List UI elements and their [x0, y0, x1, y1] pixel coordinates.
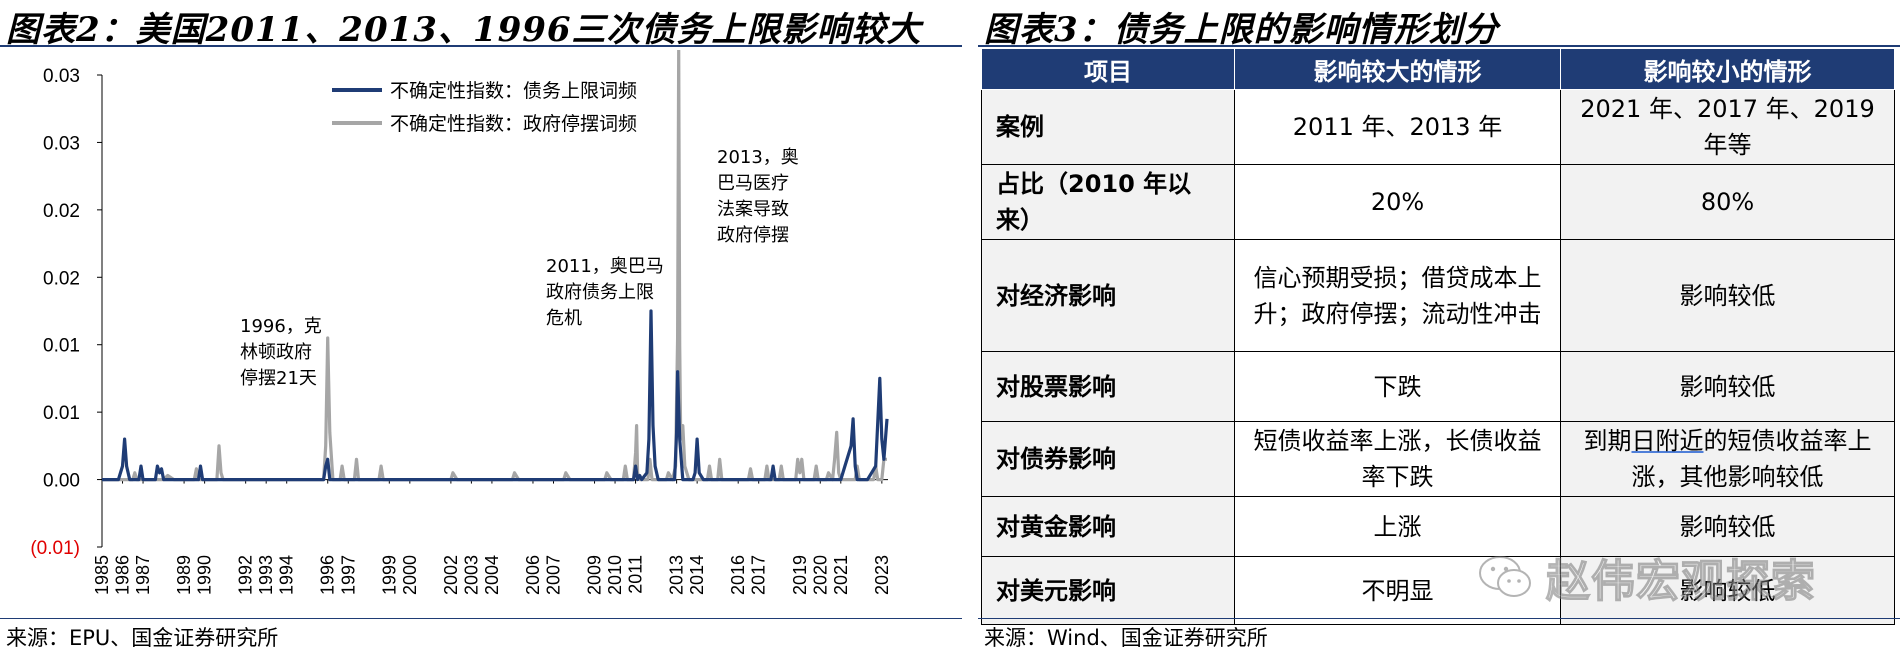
x-tick-label: 2006: [523, 555, 543, 595]
y-tick-label: 0.03: [43, 133, 80, 154]
x-tick-label: 2020: [810, 555, 830, 595]
x-tick-label: 1986: [113, 555, 133, 595]
cell-small: 2021 年、2017 年、2019 年等: [1560, 89, 1895, 165]
x-tick-label: 1994: [277, 555, 297, 595]
chart-title: 图表2：美国2011、2013、1996三次债务上限影响较大: [6, 10, 922, 50]
cell-small-part: 的短债收益率上涨，其他影响较低: [1631, 427, 1872, 491]
y-tick-label: 0.02: [43, 201, 80, 222]
cell-small: 影响较低: [1560, 351, 1895, 422]
y-tick-label: (0.01): [30, 538, 80, 559]
header-large-impact: 影响较大的情形: [1234, 48, 1561, 90]
x-tick-label: 1985: [92, 555, 112, 595]
x-tick-label: 2004: [482, 555, 502, 595]
table-row: 对黄金影响 上涨 影响较低: [981, 496, 1895, 557]
table-title: 图表3：债务上限的影响情形划分: [984, 10, 1499, 50]
header-small-impact: 影响较小的情形: [1560, 48, 1895, 90]
x-tick-label: 1996: [318, 555, 338, 595]
x-tick-label: 1990: [195, 555, 215, 595]
cell-small: 影响较低: [1560, 239, 1895, 352]
watermark: 赵伟宏观探索: [1476, 545, 1816, 609]
x-tick-label: 2009: [585, 555, 605, 595]
cell-small: 80%: [1560, 164, 1895, 240]
x-tick-label: 2003: [461, 555, 481, 595]
x-tick-label: 2023: [872, 555, 892, 595]
cell-large: 上涨: [1234, 496, 1561, 557]
x-tick-label: 2002: [441, 555, 461, 595]
row-label: 占比（2010 年以来）: [981, 164, 1235, 240]
cell-large: 短债收益率上涨，长债收益率下跌: [1234, 421, 1561, 497]
table-row: 对债券影响 短债收益率上涨，长债收益率下跌 到期日附近的短债收益率上涨，其他影响…: [981, 421, 1895, 497]
x-tick-label: 2021: [831, 555, 851, 595]
header-item: 项目: [981, 48, 1235, 90]
cell-small: 到期日附近的短债收益率上涨，其他影响较低: [1560, 421, 1895, 497]
x-tick-label: 2013: [667, 555, 687, 595]
x-tick-label: 2019: [790, 555, 810, 595]
source-rule-right: [978, 618, 1900, 619]
legend-label: 不确定性指数：政府停摆词频: [390, 113, 637, 135]
x-tick-label: 1999: [379, 555, 399, 595]
x-tick-label: 2010: [605, 555, 625, 595]
annotation: 2013，奥巴马医疗法案导致政府停摆: [717, 147, 799, 246]
row-label: 对债券影响: [981, 421, 1235, 497]
cell-small: 影响较低: [1560, 556, 1895, 625]
x-tick-label: 1993: [256, 555, 276, 595]
cell-large: 下跌: [1234, 351, 1561, 422]
annotation: 1996，克林顿政府停摆21天: [240, 316, 322, 389]
cell-large: 2011 年、2013 年: [1234, 89, 1561, 165]
legend-label: 不确定性指数：债务上限词频: [390, 80, 637, 102]
watermark-text: 赵伟宏观探索: [1545, 555, 1816, 607]
y-tick-label: 0.00: [43, 471, 80, 492]
x-tick-label: 1992: [236, 555, 256, 595]
table-row: 对股票影响 下跌 影响较低: [981, 351, 1895, 422]
title-underline-left: [0, 45, 962, 47]
y-tick-label: 0.01: [43, 336, 80, 357]
table-row: 占比（2010 年以来） 20% 80%: [981, 164, 1895, 240]
x-tick-label: 1989: [174, 555, 194, 595]
row-label: 对黄金影响: [981, 496, 1235, 557]
impact-table: 项目 影响较大的情形 影响较小的情形 案例 2011 年、2013 年 2021…: [981, 48, 1895, 625]
cell-small-underlined: 日附近: [1631, 427, 1704, 455]
row-label: 对美元影响: [981, 556, 1235, 625]
y-tick-label: 0.03: [43, 66, 80, 87]
row-label: 对股票影响: [981, 351, 1235, 422]
y-tick-label: 0.02: [43, 268, 80, 289]
x-tick-label: 1997: [338, 555, 358, 595]
chart-source: 来源：EPU、国金证券研究所: [6, 626, 279, 650]
x-tick-label: 2000: [400, 555, 420, 595]
cell-large: 20%: [1234, 164, 1561, 240]
annotation: 2011，奥巴马政府债务上限危机: [546, 256, 664, 329]
line-chart: 0.030.030.020.020.010.010.00(0.01)1985 19…: [30, 50, 892, 595]
y-tick-label: 0.01: [43, 403, 80, 424]
x-tick-label: 2007: [543, 555, 563, 595]
x-tick-label: 2017: [749, 555, 769, 595]
cell-large: 信心预期受损；借贷成本上升；政府停摆；流动性冲击: [1234, 239, 1561, 352]
x-tick-label: 2016: [728, 555, 748, 595]
x-tick-label: 2014: [687, 555, 707, 595]
wechat-icon: [1479, 556, 1531, 597]
table-header-row: 项目 影响较大的情形 影响较小的情形: [981, 48, 1895, 90]
x-tick-label: 1987: [133, 555, 153, 595]
table-row: 对经济影响 信心预期受损；借贷成本上升；政府停摆；流动性冲击 影响较低: [981, 239, 1895, 352]
cell-small: 影响较低: [1560, 496, 1895, 557]
table-row: 案例 2011 年、2013 年 2021 年、2017 年、2019 年等: [981, 89, 1895, 165]
table-source: 来源：Wind、国金证券研究所: [984, 626, 1268, 650]
x-tick-label: 2011: [626, 555, 646, 594]
title-underline-right: [978, 45, 1900, 47]
row-label: 案例: [981, 89, 1235, 165]
source-rule-left: [0, 618, 962, 619]
series-line-debt-ceiling: [102, 309, 889, 482]
cell-small-part: 到期: [1583, 427, 1632, 455]
row-label: 对经济影响: [981, 239, 1235, 352]
